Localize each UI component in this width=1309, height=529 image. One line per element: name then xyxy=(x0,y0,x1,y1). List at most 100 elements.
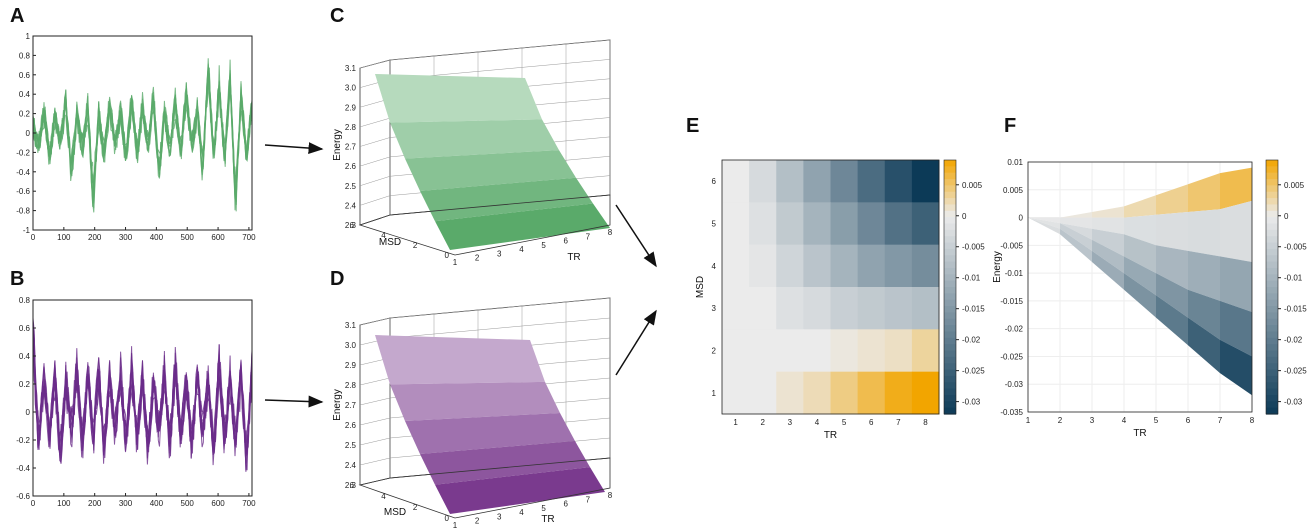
y-tick-label: 2 xyxy=(413,241,418,250)
colorbar-segment xyxy=(944,166,956,174)
heatmap-cell xyxy=(884,160,913,203)
x-tick-label: 6 xyxy=(563,237,568,246)
colorbar-segment xyxy=(944,204,956,212)
z-tick-label: 2.4 xyxy=(345,461,357,470)
x-tick-label: 700 xyxy=(242,499,256,508)
x-axis-label: TR xyxy=(567,252,580,263)
colorbar-tick-label: -0.015 xyxy=(962,305,985,314)
panel-label-b: B xyxy=(10,268,24,290)
y-tick-label: -0.01 xyxy=(1005,269,1024,278)
y-tick-label: 0 xyxy=(26,129,31,138)
y-tick-label: 0.6 xyxy=(19,71,31,80)
y-tick-label: 0.8 xyxy=(19,51,31,60)
colorbar-segment xyxy=(944,394,956,402)
heatmap-cell xyxy=(749,160,777,203)
colorbar-segment xyxy=(1266,198,1278,206)
heatmap-cell xyxy=(911,202,940,246)
heatmap-cell xyxy=(857,287,886,330)
colorbar-segment xyxy=(1266,382,1278,390)
x-tick-label: 8 xyxy=(923,418,928,427)
heatmap-cell xyxy=(884,202,913,246)
y-tick-label: -0.8 xyxy=(16,207,30,216)
x-tick-label: 6 xyxy=(1186,416,1191,425)
area-band xyxy=(1188,317,1220,374)
area-band xyxy=(1092,250,1124,290)
x-tick-label: 3 xyxy=(497,512,502,521)
grid-line xyxy=(359,137,391,147)
colorbar-segment xyxy=(944,407,956,415)
colorbar-segment xyxy=(1266,375,1278,383)
y-axis-label: MSD xyxy=(379,237,401,248)
z-tick-label: 2.5 xyxy=(345,441,357,450)
colorbar-segment xyxy=(1266,191,1278,199)
grid-line xyxy=(359,117,391,128)
area-band xyxy=(1060,228,1092,262)
area-band xyxy=(1220,339,1252,396)
colorbar-tick-label: -0.005 xyxy=(1284,243,1307,252)
x-tick-label: 1 xyxy=(1026,416,1031,425)
x-tick-label: 4 xyxy=(1122,416,1127,425)
grid-line xyxy=(359,437,391,446)
y-tick-label: 0 xyxy=(445,251,450,260)
area-band xyxy=(1028,217,1060,235)
heatmap-cell xyxy=(830,329,859,373)
y-tick-label: 0.4 xyxy=(19,352,31,361)
colorbar-segment xyxy=(1266,236,1278,244)
area-band xyxy=(1188,250,1220,301)
x-tick-label: 0 xyxy=(31,499,36,508)
surface-band-3 xyxy=(420,177,593,222)
panel-label-c: C xyxy=(330,5,344,27)
y-tick-label: -0.035 xyxy=(1000,408,1023,417)
colorbar-segment xyxy=(1266,274,1278,282)
y-tick-label: 4 xyxy=(712,262,717,271)
heatmap-cell xyxy=(776,244,804,288)
heatmap-cell xyxy=(749,244,777,288)
colorbar-segment xyxy=(944,210,956,218)
z-tick-label: 2.5 xyxy=(345,182,357,191)
heatmap-cell xyxy=(884,287,913,330)
series-line-8 xyxy=(32,317,253,457)
chart-e: 1 2 3 4 5 6 7 8 6 5 4 3 2 1 TR MSD 0.005 0 -0.005 -0.01 -0.0… xyxy=(695,159,985,441)
colorbar-segment xyxy=(944,350,956,358)
colorbar-tick-label: -0.025 xyxy=(962,367,985,376)
area-band xyxy=(1156,273,1188,318)
x-tick-label: 8 xyxy=(1250,416,1255,425)
x-tick-label: 3 xyxy=(788,418,793,427)
x-tick-label: 6 xyxy=(869,418,874,427)
y-tick-label: -0.4 xyxy=(16,464,30,473)
x-tick-label: 600 xyxy=(211,233,225,242)
heatmap-cell xyxy=(884,371,913,415)
heatmap-cell xyxy=(830,202,859,246)
colorbar-segment xyxy=(1266,356,1278,364)
colorbar-tick-label: -0.02 xyxy=(1284,336,1303,345)
heatmap-cell xyxy=(830,244,859,288)
x-tick-label: 2 xyxy=(760,418,765,427)
colorbar-segment xyxy=(944,331,956,339)
area-band xyxy=(1188,209,1220,257)
x-tick-label: 1 xyxy=(453,258,458,267)
arrow-b-to-d xyxy=(264,395,324,408)
y-tick-label: 5 xyxy=(712,220,717,229)
colorbar-segment xyxy=(944,388,956,396)
area-band xyxy=(1124,273,1156,318)
colorbar-segment xyxy=(944,312,956,320)
area-band xyxy=(1156,295,1188,346)
heatmap-cell xyxy=(803,244,831,288)
chart-b: 0 100 200 300 400 500 600 700 0.8 0.6 0.4 0.2 0 -0.2 -… xyxy=(16,296,256,508)
y-tick-label: 1 xyxy=(26,32,31,41)
heatmap-cell xyxy=(776,329,804,373)
y-tick-label: 3 xyxy=(712,304,717,313)
z-tick-label: 2.8 xyxy=(345,123,357,132)
colorbar-segment xyxy=(1266,179,1278,186)
area-band xyxy=(1188,289,1220,340)
x-axis-label: TR xyxy=(1133,428,1146,439)
heatmap-cell xyxy=(722,287,750,330)
colorbar-segment xyxy=(1266,407,1278,415)
colorbar-segment xyxy=(1266,350,1278,358)
plot-frame xyxy=(1027,161,1253,413)
y-tick-label: -0.005 xyxy=(1000,241,1023,250)
series-line-7 xyxy=(32,58,253,197)
floor-frame xyxy=(358,194,611,256)
heatmap-cell xyxy=(749,329,777,373)
